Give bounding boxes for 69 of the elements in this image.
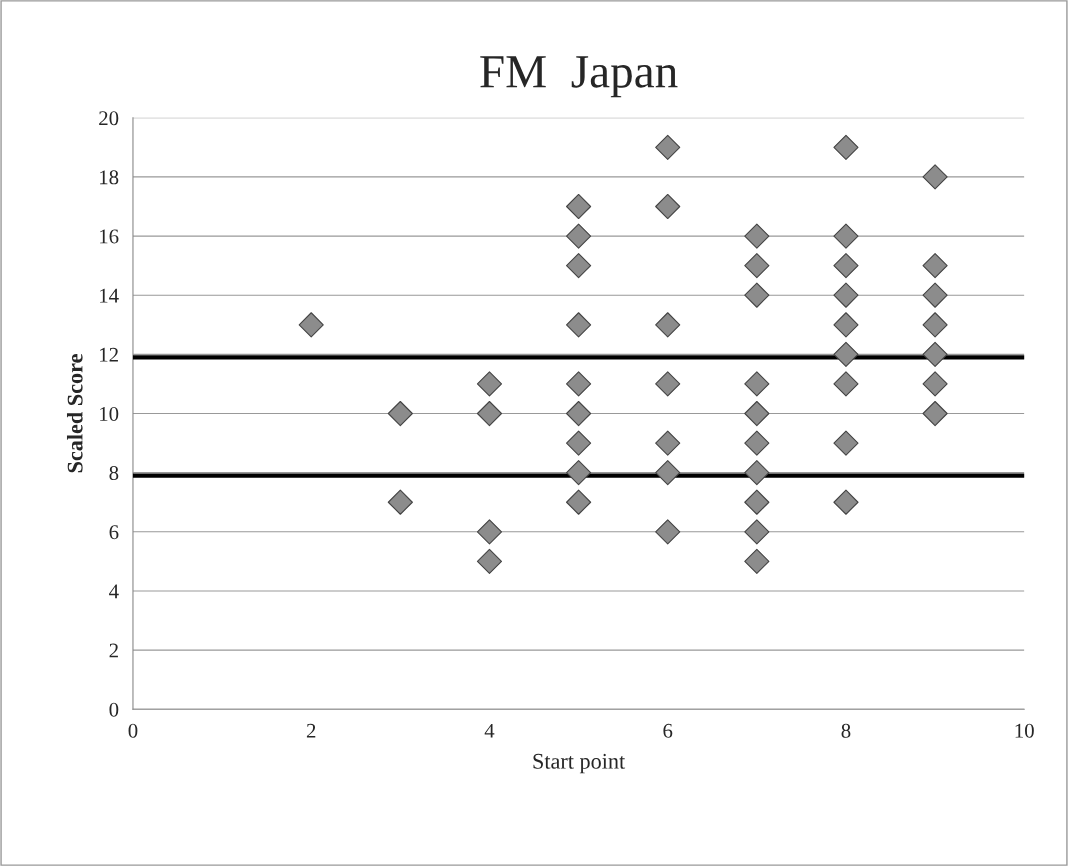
y-tick-label: 20	[99, 111, 119, 126]
x-tick-label: 10	[1015, 723, 1034, 738]
x-tick-label: 2	[306, 723, 316, 738]
point	[298, 312, 324, 338]
point	[922, 164, 948, 190]
point	[566, 371, 592, 397]
y-tick-label: 12	[100, 347, 118, 362]
point	[833, 341, 859, 367]
point	[566, 312, 592, 338]
y-tick-label: 8	[109, 466, 119, 481]
point	[387, 400, 413, 427]
point	[566, 253, 592, 279]
point	[476, 371, 503, 397]
y-tick-label: 10	[100, 406, 119, 421]
point	[833, 253, 859, 279]
x-tick-label: 8	[841, 723, 851, 738]
point	[566, 400, 592, 427]
point	[744, 223, 770, 249]
point	[655, 312, 681, 338]
x-axis-title: Start point	[533, 753, 626, 774]
point	[744, 519, 770, 545]
point	[476, 400, 503, 427]
point	[922, 282, 948, 308]
chart-title: FM Japan	[480, 56, 678, 98]
y-tick-label: 18	[100, 170, 119, 185]
point	[922, 371, 948, 397]
point	[744, 371, 770, 397]
point	[833, 223, 859, 249]
x-tick-label: 0	[128, 723, 138, 738]
point	[655, 460, 681, 486]
x-tick-label: 6	[663, 723, 673, 738]
point	[833, 312, 859, 338]
point	[655, 134, 681, 160]
point	[387, 489, 413, 515]
point	[833, 282, 859, 308]
point	[566, 193, 592, 220]
point	[744, 548, 770, 574]
point	[566, 460, 592, 486]
y-tick-label: 6	[109, 525, 119, 540]
point	[922, 312, 948, 338]
point	[744, 253, 770, 279]
point	[744, 460, 770, 486]
point	[655, 371, 681, 397]
point	[655, 193, 681, 220]
point	[833, 134, 859, 160]
point	[744, 430, 770, 456]
point	[833, 371, 859, 397]
y-tick-label: 4	[109, 584, 119, 599]
point	[922, 253, 948, 279]
point	[655, 430, 681, 456]
y-tick-label: 14	[100, 288, 119, 303]
point	[655, 519, 681, 545]
point	[833, 489, 859, 515]
y-tick-label: 0	[109, 702, 119, 717]
y-axis-title: Scaled Score	[66, 354, 83, 473]
point	[922, 341, 948, 367]
point	[476, 519, 503, 545]
point	[744, 489, 770, 515]
point	[566, 223, 592, 249]
point	[922, 400, 948, 427]
point	[744, 282, 770, 308]
x-tick-label: 4	[484, 723, 495, 738]
point	[744, 400, 770, 427]
point	[833, 430, 859, 456]
point	[566, 489, 592, 515]
y-tick-label: 16	[100, 229, 119, 244]
point	[566, 430, 592, 456]
point	[476, 548, 503, 574]
y-tick-label: 2	[109, 643, 118, 658]
